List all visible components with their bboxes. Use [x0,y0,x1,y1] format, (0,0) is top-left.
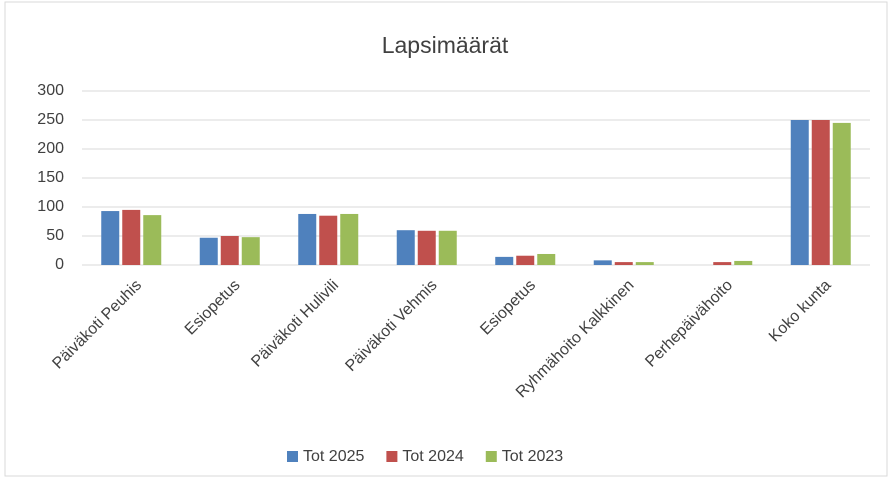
legend-label: Tot 2025 [303,448,364,465]
bar [593,260,612,265]
bar [220,236,239,265]
legend-swatch [287,451,298,462]
bar [417,230,436,265]
bar [101,211,120,265]
y-tick-label: 150 [37,169,64,186]
bar [143,215,162,265]
bar [635,262,654,265]
bar [713,262,732,265]
bar [298,213,317,265]
bar [241,237,260,265]
y-tick-label: 50 [46,227,64,244]
y-tick-label: 100 [37,198,64,215]
chart-title: Lapsimäärät [382,32,509,58]
y-tick-label: 200 [37,140,64,157]
legend-swatch [485,451,497,462]
bar [516,255,535,265]
bar [122,209,141,265]
bar [199,237,218,265]
bar [790,120,809,265]
y-tick-label: 250 [37,111,64,128]
bar [340,213,359,265]
y-tick-label: 0 [55,256,64,273]
bar [495,256,514,265]
bar [319,215,338,265]
legend-swatch [386,451,398,462]
bar [734,260,753,265]
legend: Tot 2025 Tot 2024 Tot 2023 [287,448,563,465]
legend-label: Tot 2023 [502,448,563,465]
y-tick-label: 300 [37,82,64,99]
bar [832,122,851,266]
bar [537,253,556,265]
bar [396,230,415,265]
bar [811,120,830,265]
bar [438,230,457,265]
bar [614,262,633,265]
legend-label: Tot 2024 [402,448,463,465]
